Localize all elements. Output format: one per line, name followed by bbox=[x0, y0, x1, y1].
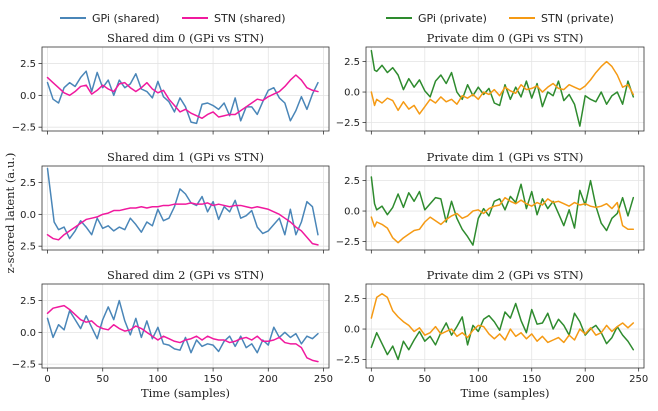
x-tick-label: 250 bbox=[314, 374, 333, 385]
panel-title: Shared dim 0 (GPi vs STN) bbox=[107, 31, 264, 45]
axes-frame bbox=[365, 283, 645, 369]
y-tick-label: 0.0 bbox=[344, 325, 360, 336]
y-tick-label: 2.5 bbox=[344, 57, 360, 68]
y-tick-label: 2.5 bbox=[20, 59, 36, 70]
panel-3: −2.5 0.0 2.5 Private dim 0 (GPi vs STN) bbox=[336, 31, 645, 135]
y-axis-label: z-scored latent (a.u.) bbox=[3, 153, 17, 274]
series-line-gpi-private bbox=[370, 49, 635, 127]
panel-5: 0 50 100 150 200 250 −2.5 0.0 2.5 Private dim 2 (… bbox=[336, 268, 648, 400]
x-tick-label: 150 bbox=[204, 374, 223, 385]
y-tick-label: 0.0 bbox=[20, 328, 36, 339]
panels: −2.5 0.0 2.5 Shared dim 0 (GPi vs STN) 2.5 0.… bbox=[12, 31, 648, 400]
legend-left: GPi (shared) STN (shared) bbox=[60, 12, 285, 25]
x-tick-label: 200 bbox=[259, 374, 278, 385]
axes-frame bbox=[365, 165, 645, 251]
y-tick-label: 2.5 bbox=[20, 178, 36, 189]
x-tick-label: 100 bbox=[148, 374, 167, 385]
y-tick-label: 0.0 bbox=[344, 88, 360, 99]
x-tick-label: 150 bbox=[522, 374, 541, 385]
axes-frame bbox=[41, 283, 330, 369]
x-tick-label: 200 bbox=[576, 374, 595, 385]
panel-title: Private dim 1 (GPi vs STN) bbox=[427, 150, 584, 164]
legend-label-gpi-private: GPi (private) bbox=[418, 12, 487, 25]
x-axis-label: Time (samples) bbox=[141, 386, 230, 400]
panel-1: 2.5 0.0 2.5 Shared dim 1 (GPi vs STN) bbox=[20, 150, 330, 254]
x-axis-label: Time (samples) bbox=[460, 386, 549, 400]
y-tick-label: −2.5 bbox=[12, 360, 36, 371]
x-tick-label: 100 bbox=[469, 374, 488, 385]
y-tick-label: −2.5 bbox=[12, 123, 36, 134]
series-line-stn-private bbox=[370, 60, 635, 115]
x-tick-label: 0 bbox=[44, 374, 50, 385]
axes-frame bbox=[41, 165, 330, 251]
panel-4: −2.5 0.0 2.5 Private dim 1 (GPi vs STN) bbox=[336, 150, 645, 254]
x-tick-label: 250 bbox=[629, 374, 648, 385]
series-line-gpi-private bbox=[370, 302, 635, 361]
series-line-stn-shared bbox=[46, 304, 319, 363]
x-tick-label: 50 bbox=[418, 374, 431, 385]
panel-0: −2.5 0.0 2.5 Shared dim 0 (GPi vs STN) bbox=[12, 31, 330, 135]
y-tick-label: 2.5 bbox=[344, 294, 360, 305]
legend-right: GPi (private) STN (private) bbox=[386, 12, 614, 25]
series-line-stn-shared bbox=[46, 74, 319, 120]
y-tick-label: −2.5 bbox=[336, 118, 360, 129]
axes-frame bbox=[365, 46, 645, 132]
y-tick-label: 2.5 bbox=[344, 176, 360, 187]
y-tick-label: 0.0 bbox=[20, 91, 36, 102]
x-tick-label: 50 bbox=[96, 374, 109, 385]
series-line-stn-shared bbox=[46, 202, 319, 246]
panel-2: 0 50 100 150 200 250 −2.5 0.0 2.5 Shared dim 2 (G… bbox=[12, 268, 333, 400]
legend-label-stn-private: STN (private) bbox=[541, 12, 614, 25]
series-line-stn-private bbox=[370, 292, 635, 344]
y-tick-label: 2.5 bbox=[20, 242, 36, 253]
y-tick-label: 0.0 bbox=[20, 210, 36, 221]
legend-label-gpi-shared: GPi (shared) bbox=[92, 12, 160, 25]
legend-label-stn-shared: STN (shared) bbox=[214, 12, 285, 25]
y-tick-label: −2.5 bbox=[336, 355, 360, 366]
series-line-stn-private bbox=[370, 196, 635, 244]
y-tick-label: 0.0 bbox=[344, 207, 360, 218]
panel-title: Private dim 2 (GPi vs STN) bbox=[427, 268, 584, 282]
panel-title: Private dim 0 (GPi vs STN) bbox=[427, 31, 584, 45]
axes-frame bbox=[41, 46, 330, 132]
y-tick-label: −2.5 bbox=[336, 237, 360, 248]
series-line-gpi-shared bbox=[46, 167, 319, 240]
series-line-gpi-private bbox=[370, 176, 635, 246]
y-tick-label: 2.5 bbox=[20, 296, 36, 307]
series-line-gpi-shared bbox=[46, 70, 319, 125]
series-line-gpi-shared bbox=[46, 299, 319, 354]
x-tick-label: 0 bbox=[368, 374, 374, 385]
panel-title: Shared dim 2 (GPi vs STN) bbox=[107, 268, 264, 282]
panel-title: Shared dim 1 (GPi vs STN) bbox=[107, 150, 264, 164]
